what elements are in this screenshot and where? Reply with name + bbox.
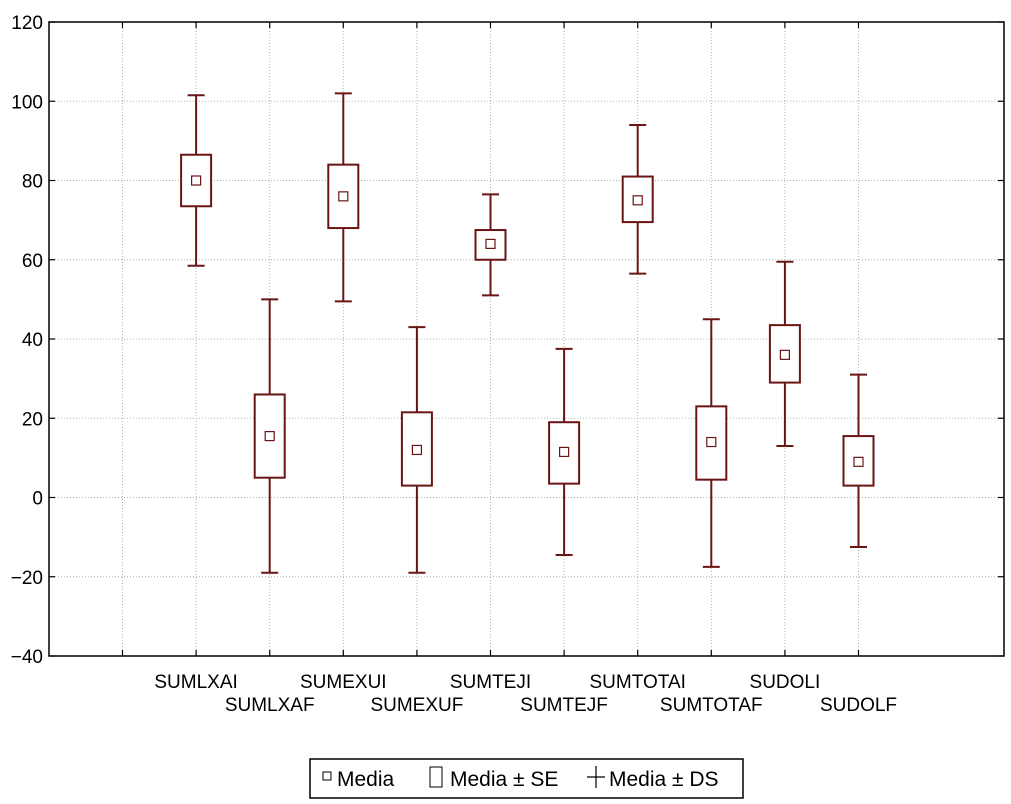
mean-marker: [338, 191, 349, 202]
mean-marker: [706, 436, 717, 448]
y-tick-label: 80: [22, 172, 43, 193]
legend-se-box-icon: [429, 766, 443, 788]
box-sumtotai: [621, 124, 654, 275]
mean-marker: [853, 456, 864, 467]
category-label-sumexui: SUMEXUI: [300, 672, 387, 693]
y-axis: −40 −20 0 20 40 60 80 100 120: [11, 13, 1004, 668]
y-tick-label: 60: [22, 251, 43, 272]
category-label-sumtotaf: SUMTOTAF: [660, 695, 763, 716]
y-tick-label: 100: [11, 92, 43, 113]
category-label-sumtotai: SUMTOTAI: [589, 672, 685, 693]
legend: Media Media ± SE Media ± DS: [309, 758, 744, 799]
legend-frame: [309, 758, 744, 799]
y-tick-label: −20: [11, 568, 43, 589]
mean-marker: [411, 444, 422, 456]
y-tick-label: 40: [22, 330, 43, 351]
box-sudoli: [768, 260, 801, 447]
y-tick-label: 20: [22, 409, 43, 430]
category-label-sumexuf: SUMEXUF: [370, 695, 463, 716]
boxes-layer: [180, 92, 875, 574]
x-axis-labels: SUMLXAISUMLXAFSUMEXUISUMEXUFSUMTEJISUMTE…: [154, 672, 897, 716]
legend-label-media-ds: Media ± DS: [609, 768, 719, 791]
box-sumteji: [474, 193, 507, 297]
category-label-sumteji: SUMTEJI: [450, 672, 531, 693]
se-box: [621, 175, 654, 224]
category-label-sumtejf: SUMTEJF: [520, 695, 608, 716]
box-sumtejf: [548, 347, 581, 556]
mean-marker: [485, 238, 496, 249]
mean-marker: [558, 446, 570, 458]
mean-marker: [632, 195, 643, 206]
box-sumlxai: [180, 94, 213, 267]
legend-label-media: Media: [337, 768, 395, 791]
category-label-sudoli: SUDOLI: [750, 672, 821, 693]
y-tick-label: −40: [11, 647, 43, 668]
legend-mean-marker-icon: [322, 771, 332, 781]
box-sumexui: [327, 92, 360, 303]
category-label-sudolf: SUDOLF: [820, 695, 897, 716]
y-tick-label: 0: [32, 489, 43, 510]
box-sumexuf: [400, 326, 433, 574]
category-label-sumlxai: SUMLXAI: [154, 672, 237, 693]
mean-marker: [264, 430, 275, 442]
legend-label-media-se: Media ± SE: [450, 768, 558, 791]
y-tick-label: 120: [11, 13, 43, 34]
category-label-sumlxaf: SUMLXAF: [225, 695, 315, 716]
grid-lines: [49, 22, 1004, 656]
box-sumtotaf: [695, 318, 728, 568]
box-sumlxaf: [253, 298, 286, 574]
legend-sd-whisker-icon: [587, 766, 605, 788]
mean-marker: [191, 175, 202, 186]
mean-marker: [779, 349, 791, 360]
box-sudolf: [842, 373, 875, 549]
